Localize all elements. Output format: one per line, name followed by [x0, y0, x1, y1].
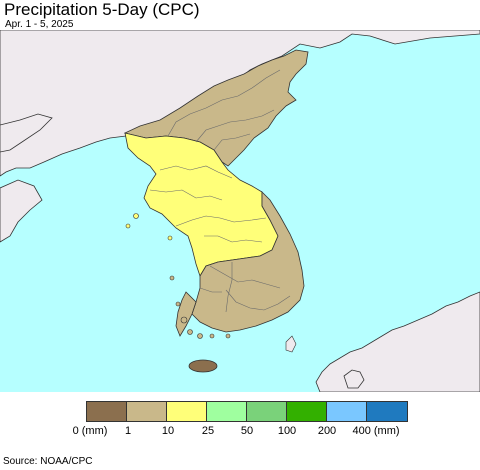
southwest-coast	[175, 291, 197, 337]
japan-island	[343, 369, 365, 389]
legend-swatch-25	[207, 402, 247, 421]
southern-islands	[169, 275, 231, 339]
legend-tick-label: 50	[240, 425, 254, 437]
legend-tick-label: 25	[201, 425, 215, 437]
legend-swatch-50	[247, 402, 287, 421]
south-korea-dry	[191, 191, 305, 333]
legend-tick-label: 400 (mm)	[352, 425, 400, 437]
shandong-peninsula	[0, 179, 43, 243]
legend-swatch-400	[367, 402, 407, 421]
legend-tick-label: 100	[277, 425, 297, 437]
map-subtitle: Apr. 1 - 5, 2025	[5, 19, 74, 30]
legend-tick-label: 10	[161, 425, 175, 437]
map-title: Precipitation 5-Day (CPC)	[4, 0, 200, 19]
tsushima-island	[285, 335, 297, 353]
legend-swatch-100	[287, 402, 327, 421]
source-credit: Source: NOAA/CPC	[3, 456, 93, 467]
legend-tick-labels: 0 (mm) 1 10 25 50 100 200 400 (mm)	[0, 425, 480, 439]
legend-swatch-0	[87, 402, 127, 421]
japan-landmass	[315, 291, 480, 392]
province-lines	[149, 69, 291, 313]
legend-tick-label: 1	[124, 425, 132, 437]
precipitation-map	[0, 30, 480, 392]
liaodong-peninsula	[0, 113, 53, 153]
precipitation-legend	[86, 401, 408, 422]
legend-tick-label: 0 (mm)	[72, 425, 108, 437]
legend-swatch-1	[127, 402, 167, 421]
legend-swatch-200	[327, 402, 367, 421]
western-islands	[125, 213, 173, 241]
jeju-island	[188, 359, 218, 373]
legend-swatch-10	[167, 402, 207, 421]
legend-tick-label: 200	[317, 425, 337, 437]
